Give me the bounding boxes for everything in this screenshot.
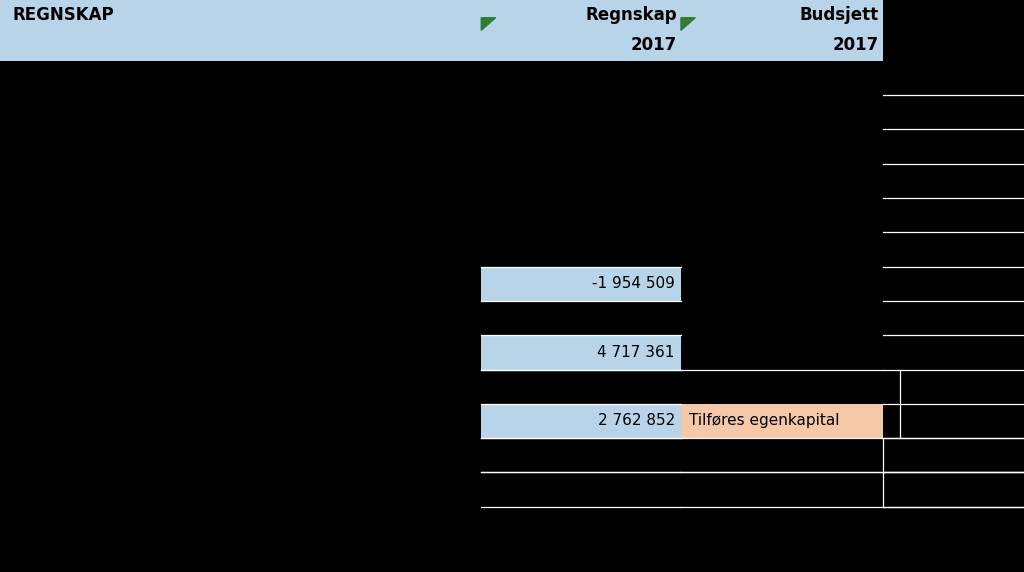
Bar <box>0 438 1024 472</box>
Bar <box>0 301 1024 335</box>
Bar <box>0 232 1024 267</box>
Bar <box>0 267 1024 301</box>
Polygon shape <box>481 18 496 30</box>
Bar <box>0 370 1024 404</box>
Text: 2017: 2017 <box>631 37 677 54</box>
Bar <box>0 95 1024 129</box>
Bar <box>883 0 1024 30</box>
Bar <box>681 0 883 30</box>
Text: -1 954 509: -1 954 509 <box>592 276 675 291</box>
Bar <box>481 404 681 438</box>
Polygon shape <box>681 18 695 30</box>
Text: REGNSKAP: REGNSKAP <box>12 6 114 24</box>
Bar <box>481 30 681 61</box>
Text: 4 717 361: 4 717 361 <box>597 345 675 360</box>
Bar <box>481 0 681 30</box>
Text: Tilføres egenkapital: Tilføres egenkapital <box>689 414 840 428</box>
Bar <box>0 0 481 30</box>
Text: Budsjett: Budsjett <box>800 6 879 24</box>
Bar <box>481 267 681 301</box>
Bar <box>681 30 883 61</box>
Bar <box>883 30 1024 61</box>
Bar <box>0 129 1024 164</box>
Bar <box>0 507 1024 541</box>
Bar <box>0 61 1024 95</box>
Bar <box>0 404 1024 438</box>
Text: Regnskap: Regnskap <box>586 6 677 24</box>
Bar <box>0 30 481 61</box>
Bar <box>0 335 1024 370</box>
Bar <box>0 198 1024 232</box>
Text: 2 762 852: 2 762 852 <box>598 414 675 428</box>
Bar <box>481 335 681 370</box>
Bar <box>0 164 1024 198</box>
Bar <box>681 404 883 438</box>
Bar <box>0 472 1024 507</box>
Text: 2017: 2017 <box>833 37 879 54</box>
